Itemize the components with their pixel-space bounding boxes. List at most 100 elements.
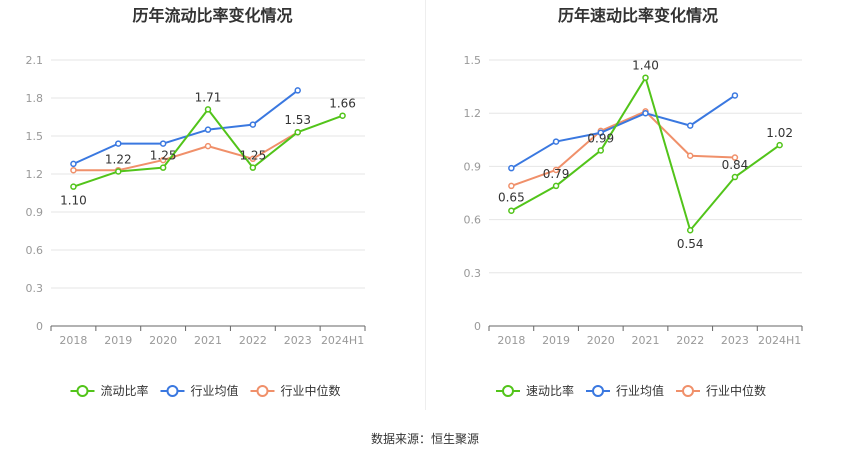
data-point: [204, 142, 212, 150]
data-label: 0.65: [498, 191, 525, 205]
legend-swatch-marker: [166, 385, 179, 397]
data-point: [686, 226, 694, 234]
data-point: [776, 141, 783, 149]
data-label: 1.02: [766, 126, 793, 140]
data-point: [294, 128, 301, 136]
data-point: [204, 106, 212, 113]
data-point: [642, 74, 649, 81]
legend-label: 流动比率: [101, 383, 149, 398]
x-tick-label: 2023: [721, 334, 749, 347]
series-line: [510, 76, 781, 232]
data-point: [70, 166, 77, 174]
legend-swatch-marker: [502, 385, 514, 397]
legend-swatch-marker: [76, 385, 89, 397]
y-tick-label: 0.6: [26, 244, 44, 257]
series-line: [510, 94, 736, 170]
data-point: [159, 156, 167, 164]
data-point: [339, 112, 346, 119]
data-point: [249, 155, 257, 163]
current-ratio-chart: 0 0.3 0.6 0.9 1.2 1.5 1.8 2.1 2018 2019 2020 2021 20…: [26, 54, 366, 398]
legend-label: 行业中位数: [706, 383, 766, 398]
y-tick-label: 0: [36, 320, 43, 333]
legend-swatch-marker: [682, 385, 694, 397]
x-tick-label: 2019: [542, 334, 570, 347]
data-point: [731, 154, 739, 161]
y-tick-label: 2.1: [26, 54, 44, 67]
legend-swatch-marker: [592, 385, 604, 397]
x-tick-label: 2023: [284, 334, 312, 347]
y-tick-label: 0.3: [26, 282, 44, 295]
data-point: [552, 138, 560, 145]
y-tick-label: 0.9: [26, 206, 44, 219]
data-point: [294, 87, 301, 94]
y-tick-label: 0.3: [464, 267, 482, 280]
x-tick-label: 2018: [497, 334, 525, 347]
y-tick-label: 1.5: [26, 130, 44, 143]
data-point: [508, 207, 515, 214]
y-tick-label: 1.2: [26, 168, 44, 181]
data-point: [115, 168, 122, 175]
legend-label: 速动比率: [526, 383, 574, 398]
data-point: [204, 126, 212, 133]
data-label: 1.25: [239, 149, 266, 163]
data-point: [686, 152, 694, 160]
data-point: [159, 164, 167, 171]
x-tick-label: 2022: [239, 334, 267, 347]
chart-panel-quick-ratio: 历年速动比率变化情况 0 0.3 0.6 0.9 1.2 1.5 2018 2019 2020 2…: [426, 0, 850, 410]
legend-label: 行业中位数: [281, 383, 341, 398]
x-tick-label: 2020: [587, 334, 615, 347]
data-label: 1.40: [632, 59, 659, 73]
data-label: 1.66: [329, 97, 356, 111]
x-tick-label: 2024H1: [758, 334, 801, 347]
quick-ratio-chart: 0 0.3 0.6 0.9 1.2 1.5 2018 2019 2020 2021 2022 2023…: [464, 54, 803, 398]
data-point: [249, 164, 257, 171]
data-point: [731, 92, 739, 99]
chart-title: 历年流动比率变化情况: [132, 6, 293, 25]
y-tick-label: 1.5: [464, 54, 482, 67]
x-tick-label: 2021: [632, 334, 660, 347]
source-note: 数据来源：恒生聚源: [370, 432, 479, 446]
data-point: [249, 121, 257, 128]
chart-panel-current-ratio: 历年流动比率变化情况 0 0.3 0.6 0.9 1.2 1.5 1.8 2.1 2018 201…: [0, 0, 425, 410]
y-tick-label: 1.8: [26, 92, 44, 105]
data-point: [70, 183, 77, 190]
y-tick-label: 0.6: [464, 214, 482, 227]
data-point: [552, 166, 560, 174]
x-tick-label: 2019: [104, 334, 132, 347]
data-point: [115, 140, 122, 147]
x-tick-label: 2020: [149, 334, 177, 347]
data-point: [70, 160, 77, 168]
series-line: [73, 89, 299, 165]
series-line: [511, 110, 735, 187]
data-point: [508, 164, 515, 172]
data-label: 1.53: [284, 113, 311, 127]
x-tick-label: 2024H1: [321, 334, 364, 347]
x-tick-label: 2021: [194, 334, 222, 347]
data-label: 1.10: [60, 194, 87, 208]
data-label: 0.79: [543, 167, 570, 181]
data-point: [597, 147, 605, 154]
panel-divider: [425, 0, 426, 410]
x-tick-label: 2022: [676, 334, 704, 347]
data-label: 0.54: [677, 237, 704, 251]
data-point: [731, 173, 739, 181]
legend-swatch-marker: [256, 385, 269, 397]
series-line: [73, 131, 299, 172]
x-tick-label: 2018: [59, 334, 87, 347]
data-point: [552, 182, 560, 190]
chart-title: 历年速动比率变化情况: [557, 6, 718, 25]
data-point: [686, 122, 694, 129]
data-point: [597, 129, 605, 136]
data-label: 0.84: [722, 158, 749, 172]
data-label: 0.99: [587, 131, 614, 145]
y-tick-label: 0: [474, 320, 481, 333]
legend-label: 行业均值: [191, 383, 239, 398]
data-point: [159, 140, 167, 147]
data-label: 1.25: [150, 149, 177, 163]
y-tick-label: 1.2: [464, 107, 482, 120]
data-label: 1.22: [105, 152, 132, 166]
data-point: [642, 109, 649, 117]
data-point: [508, 182, 515, 190]
data-label: 1.71: [195, 90, 222, 104]
legend-label: 行业均值: [616, 383, 664, 398]
